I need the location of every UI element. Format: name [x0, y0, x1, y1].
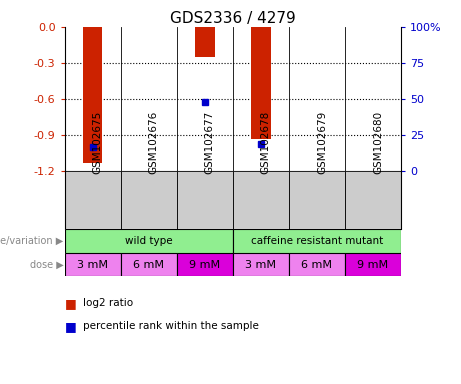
- Text: ■: ■: [65, 297, 76, 310]
- Bar: [65, 229, 233, 253]
- Text: 3 mM: 3 mM: [77, 260, 108, 270]
- Text: dose ▶: dose ▶: [30, 260, 64, 270]
- Text: 6 mM: 6 mM: [133, 260, 164, 270]
- Bar: [83, 27, 102, 163]
- Text: log2 ratio: log2 ratio: [83, 298, 133, 308]
- Bar: [345, 253, 401, 276]
- Bar: [121, 171, 177, 229]
- Bar: [233, 253, 289, 276]
- Bar: [177, 253, 233, 276]
- Text: GSM102677: GSM102677: [205, 111, 215, 174]
- Text: GSM102675: GSM102675: [93, 111, 103, 174]
- Bar: [289, 253, 345, 276]
- Bar: [233, 229, 401, 253]
- Text: 9 mM: 9 mM: [189, 260, 220, 270]
- Text: 3 mM: 3 mM: [245, 260, 276, 270]
- Text: 6 mM: 6 mM: [301, 260, 332, 270]
- Bar: [251, 27, 271, 139]
- Bar: [121, 253, 177, 276]
- Text: 9 mM: 9 mM: [357, 260, 389, 270]
- Text: GSM102676: GSM102676: [148, 111, 159, 174]
- Text: GSM102680: GSM102680: [373, 111, 383, 174]
- Text: genotype/variation ▶: genotype/variation ▶: [0, 236, 64, 246]
- Text: GSM102679: GSM102679: [317, 111, 327, 174]
- Bar: [289, 171, 345, 229]
- Text: caffeine resistant mutant: caffeine resistant mutant: [251, 236, 383, 246]
- Bar: [65, 171, 121, 229]
- Bar: [233, 171, 289, 229]
- Text: GSM102678: GSM102678: [261, 111, 271, 174]
- Bar: [177, 171, 233, 229]
- Bar: [195, 27, 214, 57]
- Bar: [345, 171, 401, 229]
- Text: ■: ■: [65, 320, 76, 333]
- Text: wild type: wild type: [125, 236, 172, 246]
- Bar: [65, 253, 121, 276]
- Title: GDS2336 / 4279: GDS2336 / 4279: [170, 11, 296, 26]
- Text: percentile rank within the sample: percentile rank within the sample: [83, 321, 259, 331]
